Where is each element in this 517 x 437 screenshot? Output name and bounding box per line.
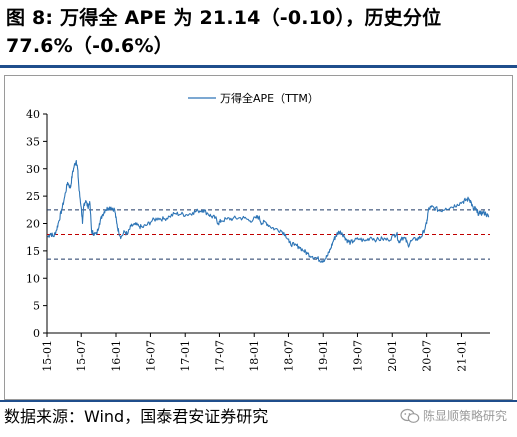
y-tick-label: 40: [26, 108, 40, 121]
y-tick-label: 30: [26, 163, 40, 176]
x-tick-label: 18-01: [248, 340, 261, 372]
x-tick-label: 16-07: [144, 340, 157, 372]
x-tick-label: 17-07: [213, 340, 226, 372]
x-tick-label: 17-01: [179, 340, 192, 372]
y-tick-label: 0: [33, 327, 40, 340]
series-line: [47, 159, 490, 263]
y-tick-label: 25: [26, 190, 40, 203]
y-tick-label: 15: [26, 245, 40, 258]
footer-divider: [0, 400, 517, 402]
x-tick-label: 20-01: [386, 340, 399, 372]
x-tick-label: 21-01: [455, 340, 468, 372]
x-tick-label: 19-01: [317, 340, 330, 372]
legend-label: 万得全APE（TTM）: [220, 91, 319, 105]
x-tick-label: 19-07: [351, 340, 364, 372]
chart-panel: 0 5 10 15 20 25 30 35 40 15-01 15-07 16-01 16-07 17-0…: [4, 75, 513, 400]
x-tick-label: 15-07: [75, 340, 88, 372]
figure-title: 图 8: 万得全 APE 为 21.14（-0.10），历史分位 77.6%（-…: [6, 7, 442, 57]
x-tick-label: 18-07: [282, 340, 295, 372]
x-tick-label: 16-01: [110, 340, 123, 372]
watermark: 陈显顺策略研究: [400, 406, 507, 426]
watermark-text: 陈显顺策略研究: [422, 409, 507, 423]
y-tick-label: 35: [26, 135, 40, 148]
y-tick-label: 20: [26, 218, 40, 231]
wechat-icon: [400, 408, 420, 423]
line-chart: 0 5 10 15 20 25 30 35 40 15-01 15-07 16-01 16-07 17-0…: [26, 91, 490, 372]
y-tick-label: 5: [33, 300, 40, 313]
title-divider: [0, 65, 517, 68]
y-tick-label: 10: [26, 272, 40, 285]
x-tick-label: 15-01: [41, 340, 54, 372]
source-note: 数据来源：Wind，国泰君安证券研究: [4, 407, 269, 426]
x-tick-label: 20-07: [421, 340, 434, 372]
